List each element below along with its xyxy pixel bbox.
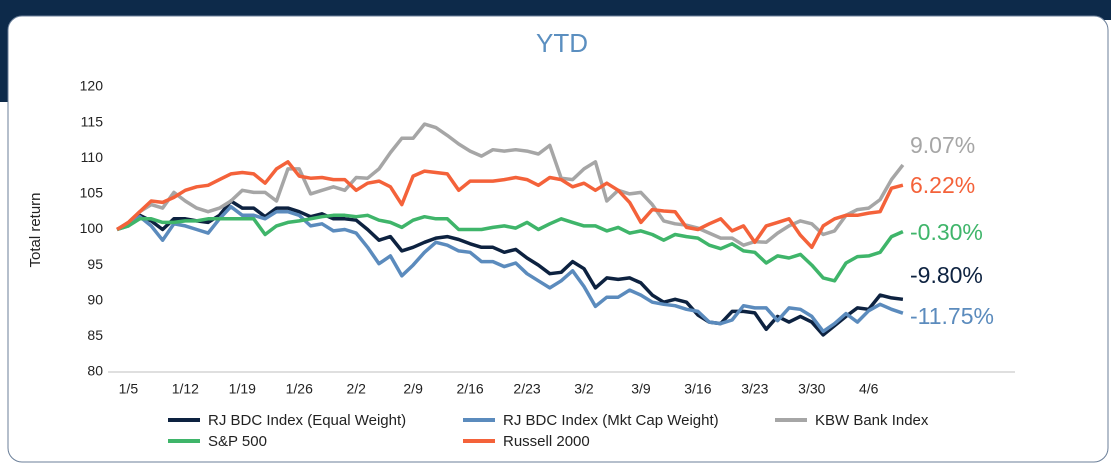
series-line [116,213,904,283]
legend-label: RJ BDC Index (Equal Weight) [208,412,406,429]
y-tick-label: 95 [87,256,103,272]
y-tick-label: 115 [81,113,104,129]
series-line [116,160,904,250]
x-tick-label: 2/2 [346,381,366,397]
x-tick-label: 3/23 [741,381,768,397]
series-line [116,204,904,334]
y-tick-label: 110 [81,149,104,165]
chart-title: YTD [536,28,588,58]
legend-label: Russell 2000 [503,433,590,450]
x-tick-label: 1/26 [286,381,313,397]
end-label: 6.22% [910,172,975,198]
series-line [116,122,905,247]
x-tick-label: 4/6 [859,381,879,397]
y-tick-label: 120 [80,78,104,94]
y-axis-label: Total return [27,192,44,267]
x-tick-label: 2/16 [456,381,483,397]
end-label: 9.07% [910,132,975,158]
legend-label: KBW Bank Index [815,412,929,429]
x-tick-label: 1/12 [172,381,199,397]
x-tick-label: 3/2 [574,381,594,397]
series-line [116,199,904,337]
y-tick-label: 105 [80,185,104,201]
end-label: -11.75% [910,303,994,329]
y-tick-label: 90 [87,291,103,307]
x-tick-label: 2/9 [403,381,423,397]
y-tick-label: 85 [87,327,103,343]
card [7,15,1109,463]
y-tick-label: 80 [87,363,103,379]
legend-label: RJ BDC Index (Mkt Cap Weight) [503,412,719,429]
x-tick-label: 3/30 [798,381,825,397]
x-tick-label: 2/23 [513,381,540,397]
x-tick-label: 1/5 [119,381,139,397]
x-tick-label: 1/19 [229,381,256,397]
end-label: -9.80% [910,262,983,288]
x-tick-label: 3/9 [631,381,651,397]
end-label: -0.30% [910,219,983,245]
banner [0,0,1111,20]
legend-label: S&P 500 [208,433,267,450]
x-tick-label: 3/16 [684,381,711,397]
y-tick-label: 100 [80,220,104,236]
